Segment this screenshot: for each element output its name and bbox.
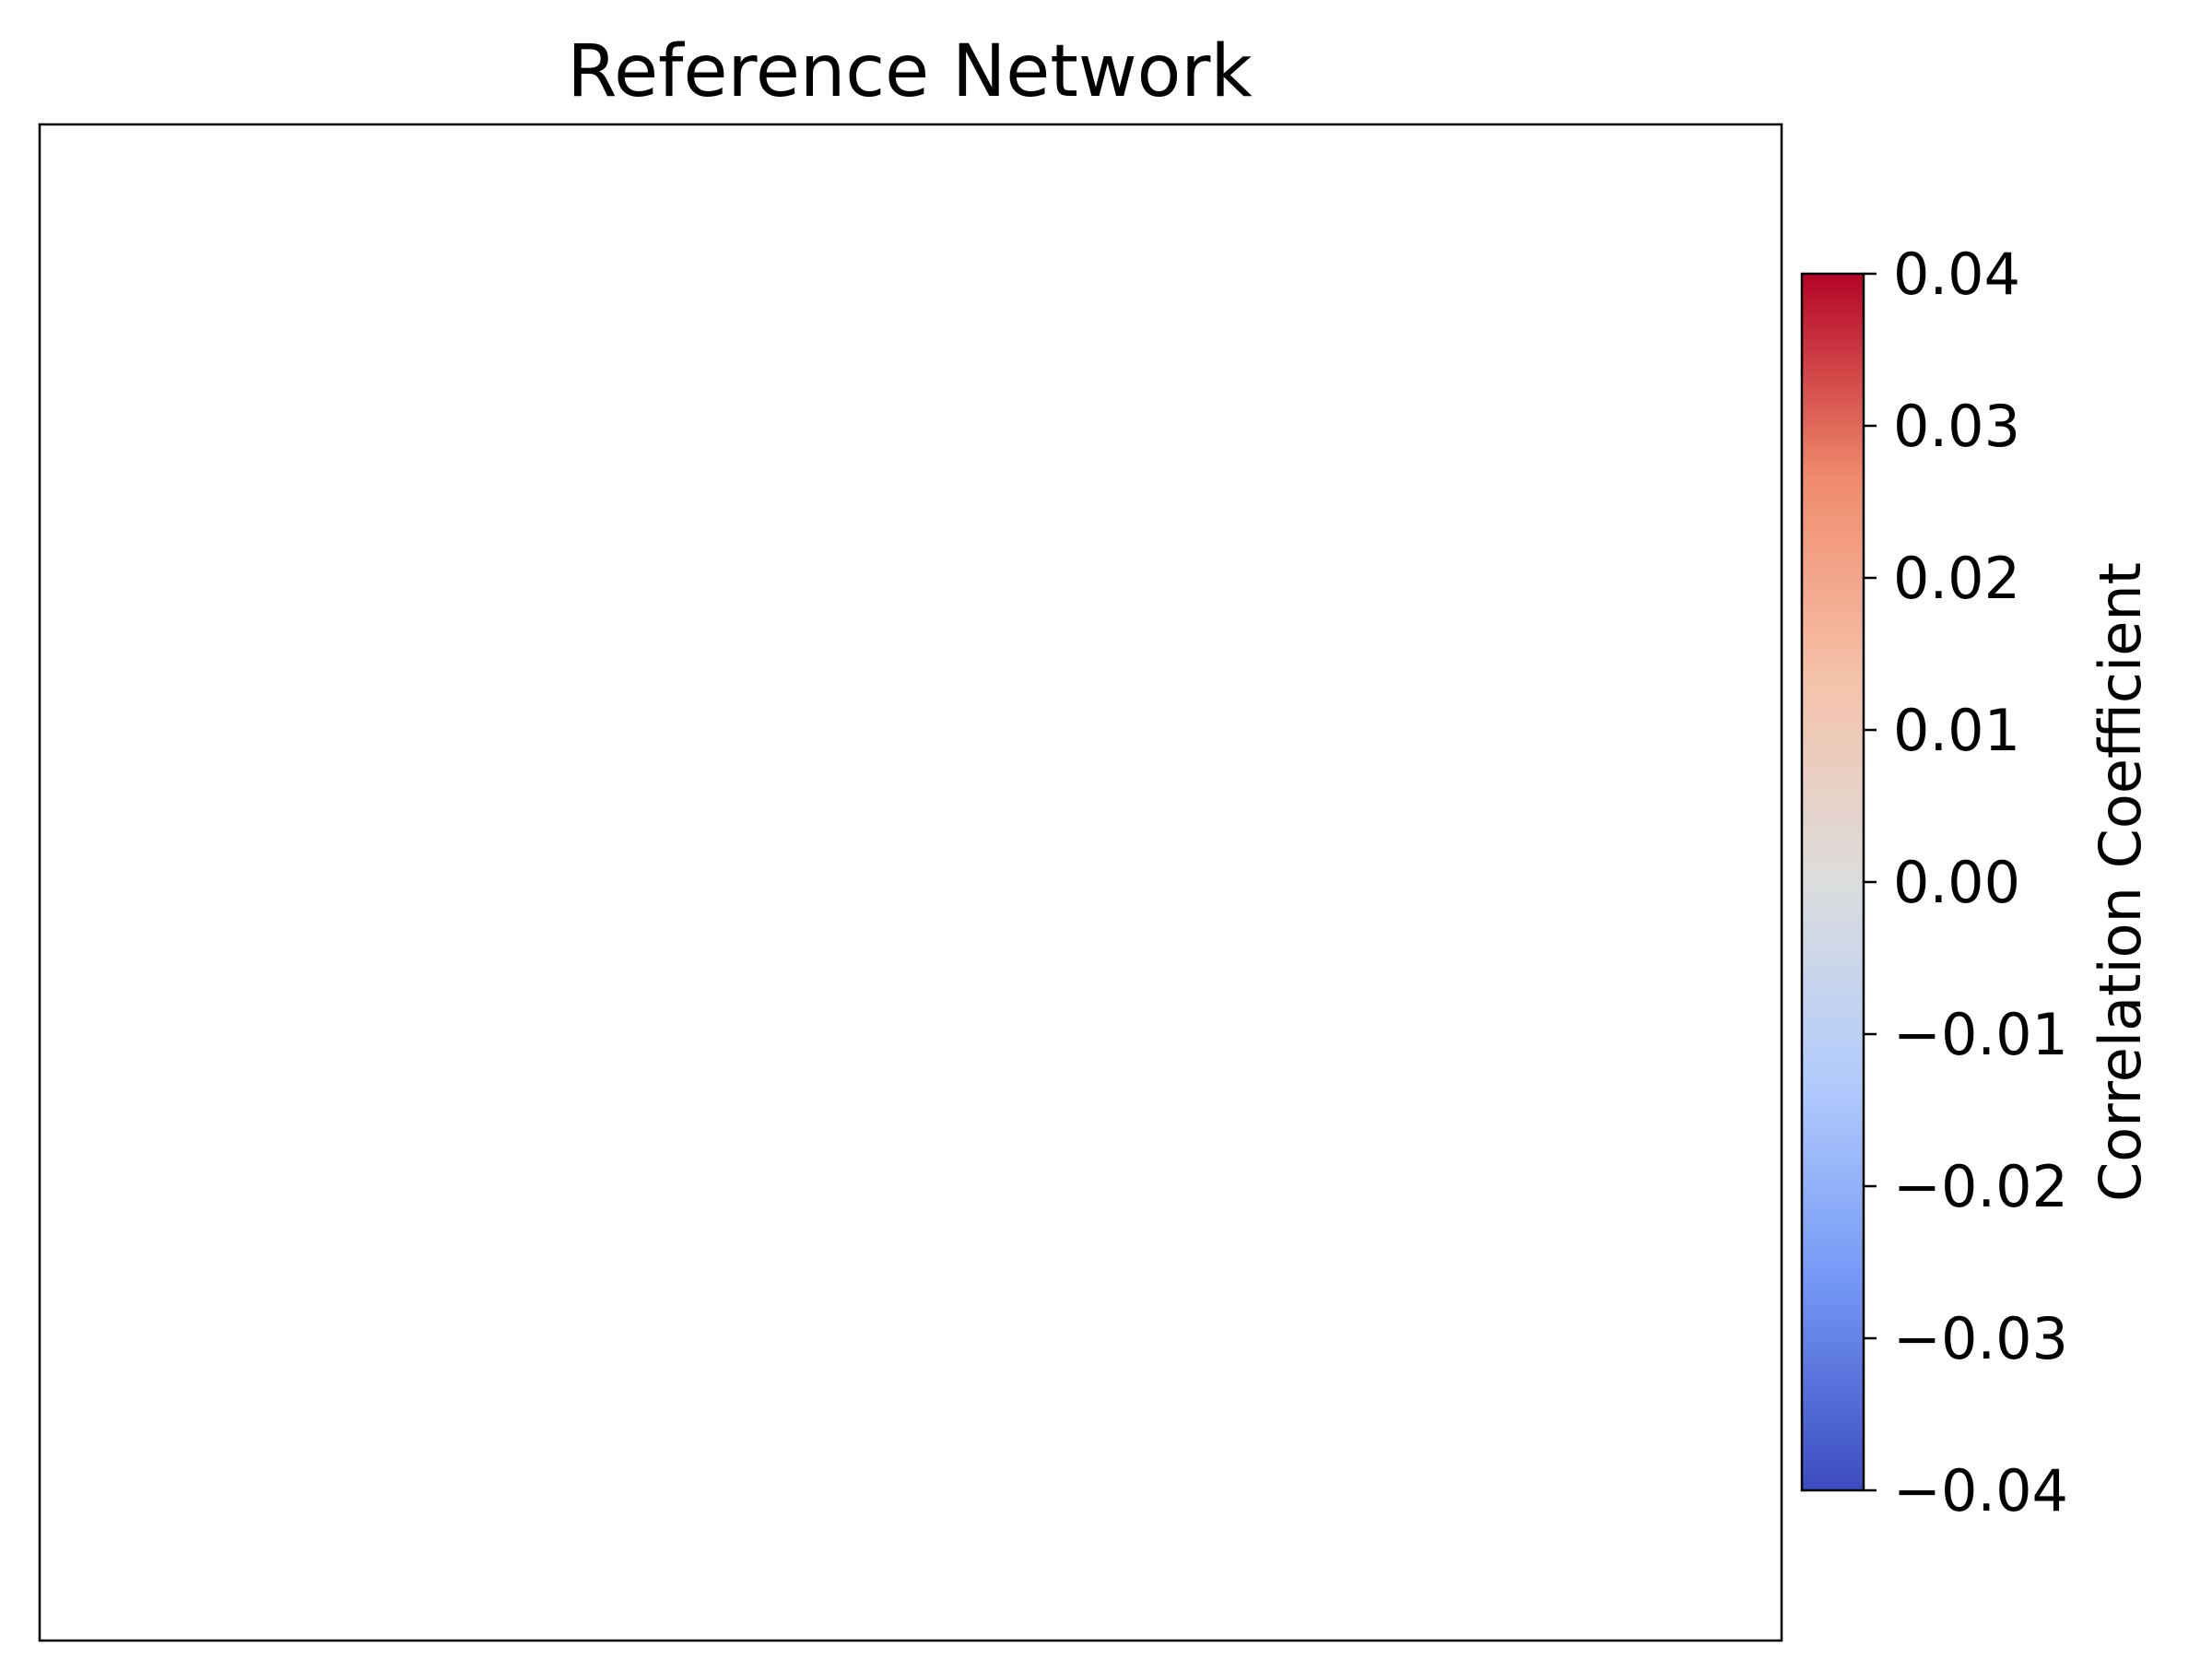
colorbar-tick-label: −0.04: [1893, 1457, 2068, 1524]
colorbar-tick-label: 0.03: [1893, 393, 2020, 460]
colorbar-label: Correlation Coefficient: [2087, 562, 2154, 1202]
colorbar-tick-label: 0.00: [1893, 849, 2020, 916]
colorbar-ticks: 0.04 0.03 0.02 0.01 0.00 −0.01 −0.02 −0.03 −0.04: [1864, 241, 2068, 1524]
colorbar-tick-label: 0.02: [1893, 545, 2020, 612]
colorbar-tick-label: −0.01: [1893, 1001, 2068, 1068]
colorbar-tick-label: −0.02: [1893, 1153, 2068, 1220]
colorbar-tick-label: −0.03: [1893, 1305, 2068, 1372]
chart-title: Reference Network: [567, 30, 1252, 113]
colorbar-tick-label: 0.01: [1893, 697, 2020, 764]
colorbar-tick-label: 0.04: [1893, 241, 2020, 308]
plot-area: [38, 123, 1783, 1642]
colorbar: 0.04 0.03 0.02 0.01 0.00 −0.01 −0.02 −0.03 −0.04…: [1800, 241, 2154, 1524]
colorbar-gradient: [1802, 274, 1864, 1490]
